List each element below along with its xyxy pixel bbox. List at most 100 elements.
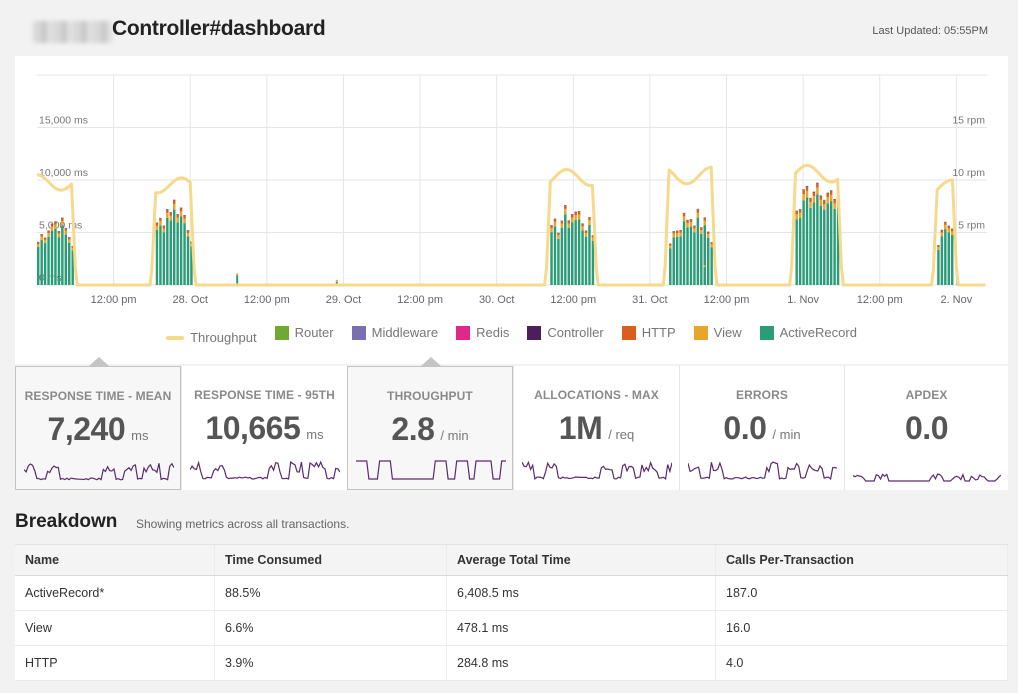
stack-bar-segment bbox=[176, 217, 179, 223]
stack-bar-segment bbox=[54, 224, 57, 229]
stack-bar-segment bbox=[802, 193, 805, 201]
stack-bar-segment bbox=[169, 220, 172, 285]
stack-bar-segment bbox=[802, 189, 805, 191]
table-row[interactable]: HTTP 3.9% 284.8 ms 4.0 bbox=[15, 646, 1008, 681]
y-right-tick-label: 15 rpm bbox=[952, 115, 985, 127]
stack-bar-segment bbox=[669, 248, 672, 285]
stack-bar-segment bbox=[47, 236, 50, 285]
metric-unit: / req bbox=[608, 427, 635, 442]
stack-bar-segment bbox=[950, 235, 954, 285]
metric-unit: / min bbox=[440, 428, 469, 443]
legend-item-http[interactable]: HTTP bbox=[621, 325, 676, 340]
stack-bar-segment bbox=[37, 243, 40, 247]
legend-label: Redis bbox=[476, 325, 510, 340]
stack-bar-segment bbox=[819, 195, 823, 197]
y-right-tick-label: 10 rpm bbox=[952, 167, 985, 179]
metric-tile-4[interactable]: ERRORS 0.0 / min bbox=[679, 366, 844, 490]
x-tick-label: 28. Oct bbox=[172, 294, 207, 306]
metric-sparkline bbox=[24, 462, 174, 481]
metric-unit: ms bbox=[131, 428, 149, 443]
metric-tile-3[interactable]: ALLOCATIONS - MAX 1M / req bbox=[513, 366, 679, 490]
stack-bar-segment bbox=[574, 215, 577, 221]
legend-label: Controller bbox=[547, 325, 604, 340]
table-cell: 478.1 ms bbox=[447, 611, 716, 645]
legend-swatch bbox=[166, 335, 185, 340]
breakdown-subtitle: Showing metrics across all transactions. bbox=[136, 517, 350, 531]
stack-bar-segment bbox=[833, 203, 836, 209]
table-row[interactable]: View 6.6% 478.1 ms 16.0 bbox=[15, 611, 1008, 646]
stack-bar-segment bbox=[682, 213, 686, 217]
stack-bar-segment bbox=[570, 222, 574, 285]
column-header[interactable]: Time Consumed bbox=[215, 545, 447, 575]
stack-bar-segment bbox=[703, 225, 706, 285]
stack-bar-segment bbox=[696, 209, 700, 213]
stack-bar-segment bbox=[669, 245, 672, 249]
legend-label: ActiveRecord bbox=[779, 325, 857, 340]
x-tick-label: 12:00 pm bbox=[550, 294, 596, 306]
stack-bar-segment bbox=[40, 236, 43, 241]
metric-tile-2[interactable]: THROUGHPUT 2.8 / min bbox=[347, 357, 513, 490]
stack-bar-segment bbox=[50, 230, 54, 285]
stack-bar-segment bbox=[584, 233, 588, 237]
column-header[interactable]: Name bbox=[15, 545, 215, 575]
stack-bar-segment bbox=[826, 197, 829, 204]
metric-label: RESPONSE TIME - MEAN bbox=[24, 389, 172, 403]
legend-item-activerecord[interactable]: ActiveRecord bbox=[759, 325, 857, 340]
stack-bar-segment bbox=[183, 215, 186, 219]
legend-label: Middleware bbox=[371, 325, 439, 340]
stack-bar-segment bbox=[679, 230, 682, 233]
metric-tile-5[interactable]: APDEX 0.0 bbox=[844, 366, 1008, 490]
sparkline-path bbox=[24, 462, 174, 481]
stack-bar-segment bbox=[710, 247, 713, 285]
selected-tile-pointer bbox=[421, 357, 441, 366]
sparkline-path bbox=[356, 460, 506, 480]
stack-bar-segment bbox=[71, 246, 74, 248]
stack-bar-segment bbox=[802, 190, 805, 194]
metric-value: 10,665 ms bbox=[182, 410, 347, 447]
stack-bar-segment bbox=[560, 221, 564, 224]
legend-item-middleware[interactable]: Middleware bbox=[351, 325, 439, 340]
page-title: Controller#dashboard bbox=[112, 17, 326, 40]
stack-bar-segment bbox=[816, 194, 819, 285]
stack-bar-segment bbox=[588, 217, 591, 221]
stack-bar-segment bbox=[798, 209, 802, 213]
stack-bar-segment bbox=[816, 187, 819, 195]
stack-bar-segment bbox=[40, 234, 43, 237]
stack-bar-segment bbox=[68, 242, 71, 285]
legend-item-controller[interactable]: Controller bbox=[527, 325, 604, 340]
legend-item-throughput[interactable]: Throughput bbox=[166, 330, 257, 345]
chart-legend: Throughput Router Middleware Redis Controlle… bbox=[15, 325, 1008, 345]
metric-tile-0[interactable]: RESPONSE TIME - MEAN 7,240 ms bbox=[15, 357, 181, 490]
legend-item-router[interactable]: Router bbox=[274, 325, 334, 340]
stack-bar-segment bbox=[71, 247, 74, 251]
stack-bar-segment bbox=[50, 224, 54, 227]
metric-unit: ms bbox=[306, 427, 324, 442]
stack-bar-segment bbox=[591, 241, 595, 285]
legend-item-redis[interactable]: Redis bbox=[456, 325, 509, 340]
stack-bar-segment bbox=[689, 222, 693, 227]
metric-tile-1[interactable]: RESPONSE TIME - 95TH 10,665 ms bbox=[181, 366, 347, 490]
stack-bar-segment bbox=[809, 198, 812, 199]
stack-bar-segment bbox=[176, 214, 179, 218]
sparkline-path bbox=[853, 473, 1001, 482]
stack-bar-segment bbox=[68, 237, 71, 240]
column-header[interactable]: Average Total Time bbox=[447, 545, 716, 575]
column-header[interactable]: Calls Per-Transaction bbox=[716, 545, 1008, 575]
sparkline-path bbox=[190, 460, 340, 480]
stack-bar-segment bbox=[169, 215, 172, 221]
stack-bar-segment bbox=[553, 226, 557, 285]
stack-bar-segment bbox=[570, 217, 574, 223]
table-row[interactable]: ActiveRecord* 88.5% 6,408.5 ms 187.0 bbox=[15, 576, 1008, 611]
stack-bar-segment bbox=[689, 226, 693, 285]
stack-bar-segment bbox=[937, 247, 940, 250]
stack-bar-segment bbox=[819, 205, 823, 285]
stack-bar-segment bbox=[836, 207, 840, 285]
stack-bar-segment bbox=[584, 231, 588, 234]
stack-bar-segment bbox=[823, 209, 826, 285]
table-cell: 284.8 ms bbox=[447, 646, 716, 680]
legend-item-view[interactable]: View bbox=[693, 325, 742, 340]
stack-bar-segment bbox=[57, 233, 61, 238]
stack-bar-segment bbox=[686, 223, 689, 228]
stack-bar-segment bbox=[950, 229, 954, 232]
